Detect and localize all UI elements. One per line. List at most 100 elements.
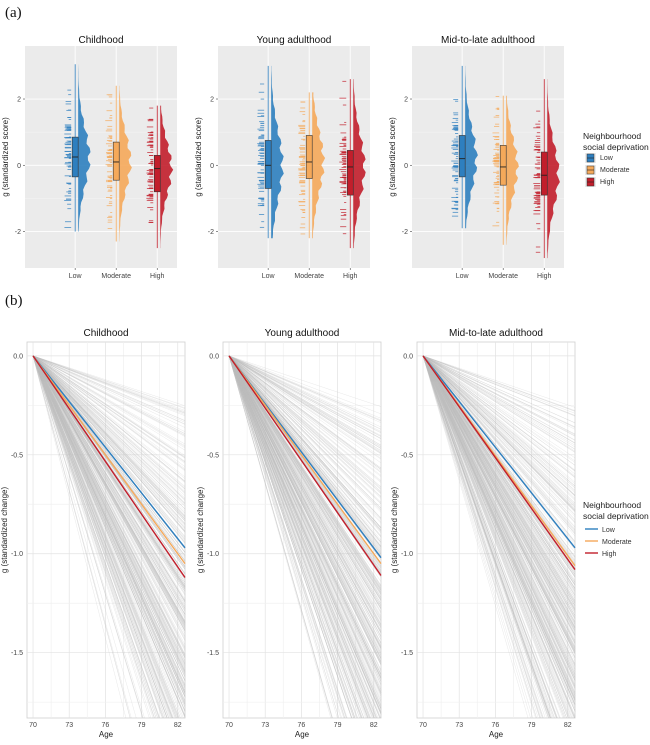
- trajectory-line: [422, 355, 576, 606]
- trajectory-line: [32, 355, 186, 522]
- trajectory-line: [422, 355, 576, 510]
- trajectory-line: [32, 355, 186, 425]
- x-tick-label: 76: [297, 722, 305, 729]
- trajectory-line: [228, 355, 382, 638]
- trajectory-line: [32, 355, 186, 694]
- trajectory-line: [32, 355, 186, 615]
- trajectory-line: [422, 355, 552, 719]
- trajectory-line: [422, 355, 576, 616]
- trajectory-line: [228, 355, 382, 455]
- trajectory-line: [32, 355, 186, 490]
- trajectory-line: [32, 355, 186, 649]
- trajectory-line: [422, 355, 576, 534]
- trajectory-line: [32, 355, 186, 478]
- trajectory-line: [228, 355, 377, 719]
- trajectory-line: [422, 355, 576, 607]
- trajectory-line: [422, 355, 576, 643]
- y-tick-label: 2: [210, 97, 214, 104]
- trajectory-line: [422, 355, 573, 719]
- trajectory-line: [422, 355, 576, 642]
- trajectory-line: [422, 355, 576, 493]
- trajectory-line: [32, 355, 186, 603]
- trajectory-line: [32, 355, 186, 602]
- trajectory-line: [228, 355, 382, 488]
- trajectory-line: [228, 355, 382, 709]
- trajectory-line: [422, 355, 576, 681]
- trajectory-line: [422, 355, 576, 647]
- individual-trajectories: [32, 355, 186, 719]
- trajectory-line: [228, 355, 382, 598]
- legend-b-label-low: Low: [602, 527, 616, 534]
- trajectory-line: [422, 355, 576, 436]
- trajectory-line: [228, 355, 382, 662]
- trajectory-line: [422, 355, 576, 533]
- trajectory-line: [228, 355, 382, 634]
- trajectory-line: [422, 355, 576, 651]
- trajectory-line: [32, 355, 186, 691]
- trajectory-line: [228, 355, 382, 622]
- mean-line-moderate: [32, 355, 186, 565]
- panel-b-label: (b): [5, 293, 23, 309]
- trajectory-line: [32, 355, 186, 631]
- trajectory-line: [422, 355, 576, 698]
- trajectory-line: [32, 355, 186, 522]
- trajectory-line: [228, 355, 382, 451]
- trajectory-line: [422, 355, 576, 631]
- trajectory-line: [32, 355, 186, 479]
- trajectory-line: [422, 355, 576, 616]
- trajectory-line: [32, 355, 186, 660]
- trajectory-line: [422, 355, 576, 637]
- trajectory-line: [422, 355, 576, 437]
- trajectory-line: [422, 355, 569, 719]
- trajectory-line: [32, 355, 186, 674]
- trajectory-line: [32, 355, 174, 719]
- trajectory-line: [422, 355, 576, 652]
- trajectory-line: [228, 355, 366, 719]
- trajectory-line: [32, 355, 186, 414]
- trajectory-line: [228, 355, 382, 628]
- trajectory-line: [228, 355, 382, 659]
- trajectory-line: [422, 355, 555, 719]
- trajectory-line: [228, 355, 382, 433]
- trajectory-line: [422, 355, 576, 677]
- trajectory-line: [422, 355, 576, 435]
- trajectory-line: [228, 355, 382, 551]
- trajectory-line: [228, 355, 382, 703]
- trajectory-line: [32, 355, 186, 675]
- trajectory-line: [422, 355, 576, 618]
- trajectory-line: [32, 355, 186, 608]
- trajectory-line: [32, 355, 186, 516]
- trajectory-line: [228, 355, 354, 719]
- trajectory-line: [32, 355, 186, 510]
- trajectory-line: [32, 355, 186, 463]
- trajectory-line: [32, 355, 158, 719]
- trajectory-line: [228, 355, 382, 625]
- trajectory-line: [228, 355, 382, 618]
- trajectory-line: [422, 355, 565, 719]
- trajectory-line: [422, 355, 558, 719]
- trajectory-line: [422, 355, 549, 719]
- trajectory-line: [422, 355, 550, 719]
- trajectory-line: [422, 355, 576, 512]
- trajectory-line: [228, 355, 371, 719]
- legend-a-title-line2: social deprivation: [583, 142, 649, 152]
- trajectory-line: [32, 355, 186, 706]
- trajectory-line: [32, 355, 161, 719]
- trajectory-line: [32, 355, 186, 632]
- violin-high: [353, 79, 366, 249]
- trajectory-line: [422, 355, 576, 487]
- trajectory-line: [32, 355, 164, 719]
- trajectory-line: [228, 355, 382, 660]
- trajectory-line: [32, 355, 186, 518]
- trajectory-line: [228, 355, 382, 490]
- trajectory-line: [228, 355, 338, 719]
- trajectory-line: [32, 355, 186, 590]
- trajectory-line: [228, 355, 382, 509]
- trajectory-line: [32, 355, 186, 630]
- trajectory-line: [228, 355, 382, 719]
- trajectory-line: [422, 355, 576, 424]
- trajectory-line: [32, 355, 186, 504]
- trajectory-line: [228, 355, 382, 665]
- trajectory-line: [422, 355, 576, 704]
- trajectory-line: [228, 355, 382, 695]
